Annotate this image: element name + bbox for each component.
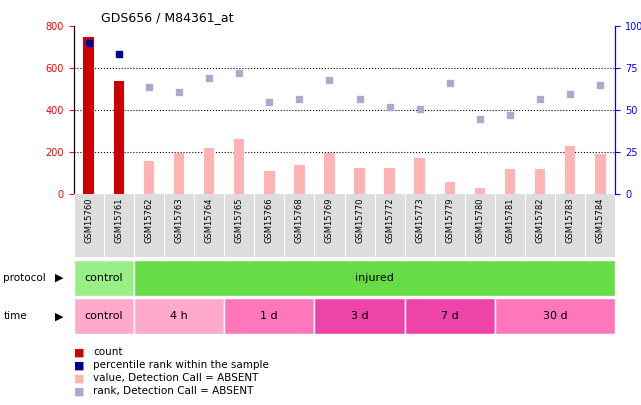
Text: 7 d: 7 d	[441, 311, 459, 321]
Text: GSM15781: GSM15781	[506, 198, 515, 243]
Text: GSM15769: GSM15769	[325, 198, 334, 243]
Text: ■: ■	[74, 373, 84, 383]
Text: injured: injured	[355, 273, 394, 283]
Text: GSM15772: GSM15772	[385, 198, 394, 243]
Text: GSM15765: GSM15765	[235, 198, 244, 243]
Text: time: time	[3, 311, 27, 321]
Text: rank, Detection Call = ABSENT: rank, Detection Call = ABSENT	[93, 386, 253, 396]
Text: GSM15762: GSM15762	[144, 198, 153, 243]
Bar	[134, 298, 224, 334]
Bar	[204, 148, 214, 194]
Bar	[504, 169, 515, 194]
Text: GDS656 / M84361_at: GDS656 / M84361_at	[101, 11, 233, 24]
Text: value, Detection Call = ABSENT: value, Detection Call = ABSENT	[93, 373, 258, 383]
Bar	[174, 153, 185, 194]
Text: 3 d: 3 d	[351, 311, 369, 321]
Text: GSM15784: GSM15784	[596, 198, 605, 243]
Bar	[294, 165, 304, 194]
Text: count: count	[93, 347, 122, 357]
Text: 1 d: 1 d	[260, 311, 278, 321]
Bar	[83, 37, 94, 194]
Bar	[445, 182, 455, 194]
Bar	[74, 298, 134, 334]
Bar	[234, 139, 244, 194]
Text: GSM15761: GSM15761	[114, 198, 123, 243]
Bar	[565, 146, 576, 194]
Text: protocol: protocol	[3, 273, 46, 283]
Bar	[495, 298, 615, 334]
Bar	[113, 81, 124, 194]
Text: GSM15770: GSM15770	[355, 198, 364, 243]
Bar	[354, 168, 365, 194]
Text: GSM15780: GSM15780	[476, 198, 485, 243]
Text: ■: ■	[74, 386, 84, 396]
Text: 30 d: 30 d	[543, 311, 567, 321]
Text: 4 h: 4 h	[170, 311, 188, 321]
Text: GSM15764: GSM15764	[204, 198, 213, 243]
Text: GSM15782: GSM15782	[536, 198, 545, 243]
Text: GSM15779: GSM15779	[445, 198, 454, 243]
Text: control: control	[85, 311, 123, 321]
Text: ▶: ▶	[54, 311, 63, 321]
Bar	[144, 161, 154, 194]
Bar	[404, 298, 495, 334]
Text: GSM15773: GSM15773	[415, 198, 424, 243]
Text: percentile rank within the sample: percentile rank within the sample	[93, 360, 269, 370]
Bar	[475, 188, 485, 194]
Bar	[385, 168, 395, 194]
Bar	[315, 298, 404, 334]
Text: GSM15763: GSM15763	[174, 198, 183, 243]
Bar	[224, 298, 315, 334]
Bar	[134, 260, 615, 296]
Text: GSM15766: GSM15766	[265, 198, 274, 243]
Bar	[595, 154, 606, 194]
Text: ■: ■	[74, 360, 84, 370]
Bar	[74, 260, 134, 296]
Text: control: control	[85, 273, 123, 283]
Text: ▶: ▶	[54, 273, 63, 283]
Bar	[264, 171, 274, 194]
Bar	[415, 158, 425, 194]
Text: GSM15768: GSM15768	[295, 198, 304, 243]
Bar	[535, 169, 545, 194]
Text: ■: ■	[74, 347, 84, 357]
Bar	[324, 153, 335, 194]
Text: GSM15760: GSM15760	[84, 198, 93, 243]
Text: GSM15783: GSM15783	[566, 198, 575, 243]
